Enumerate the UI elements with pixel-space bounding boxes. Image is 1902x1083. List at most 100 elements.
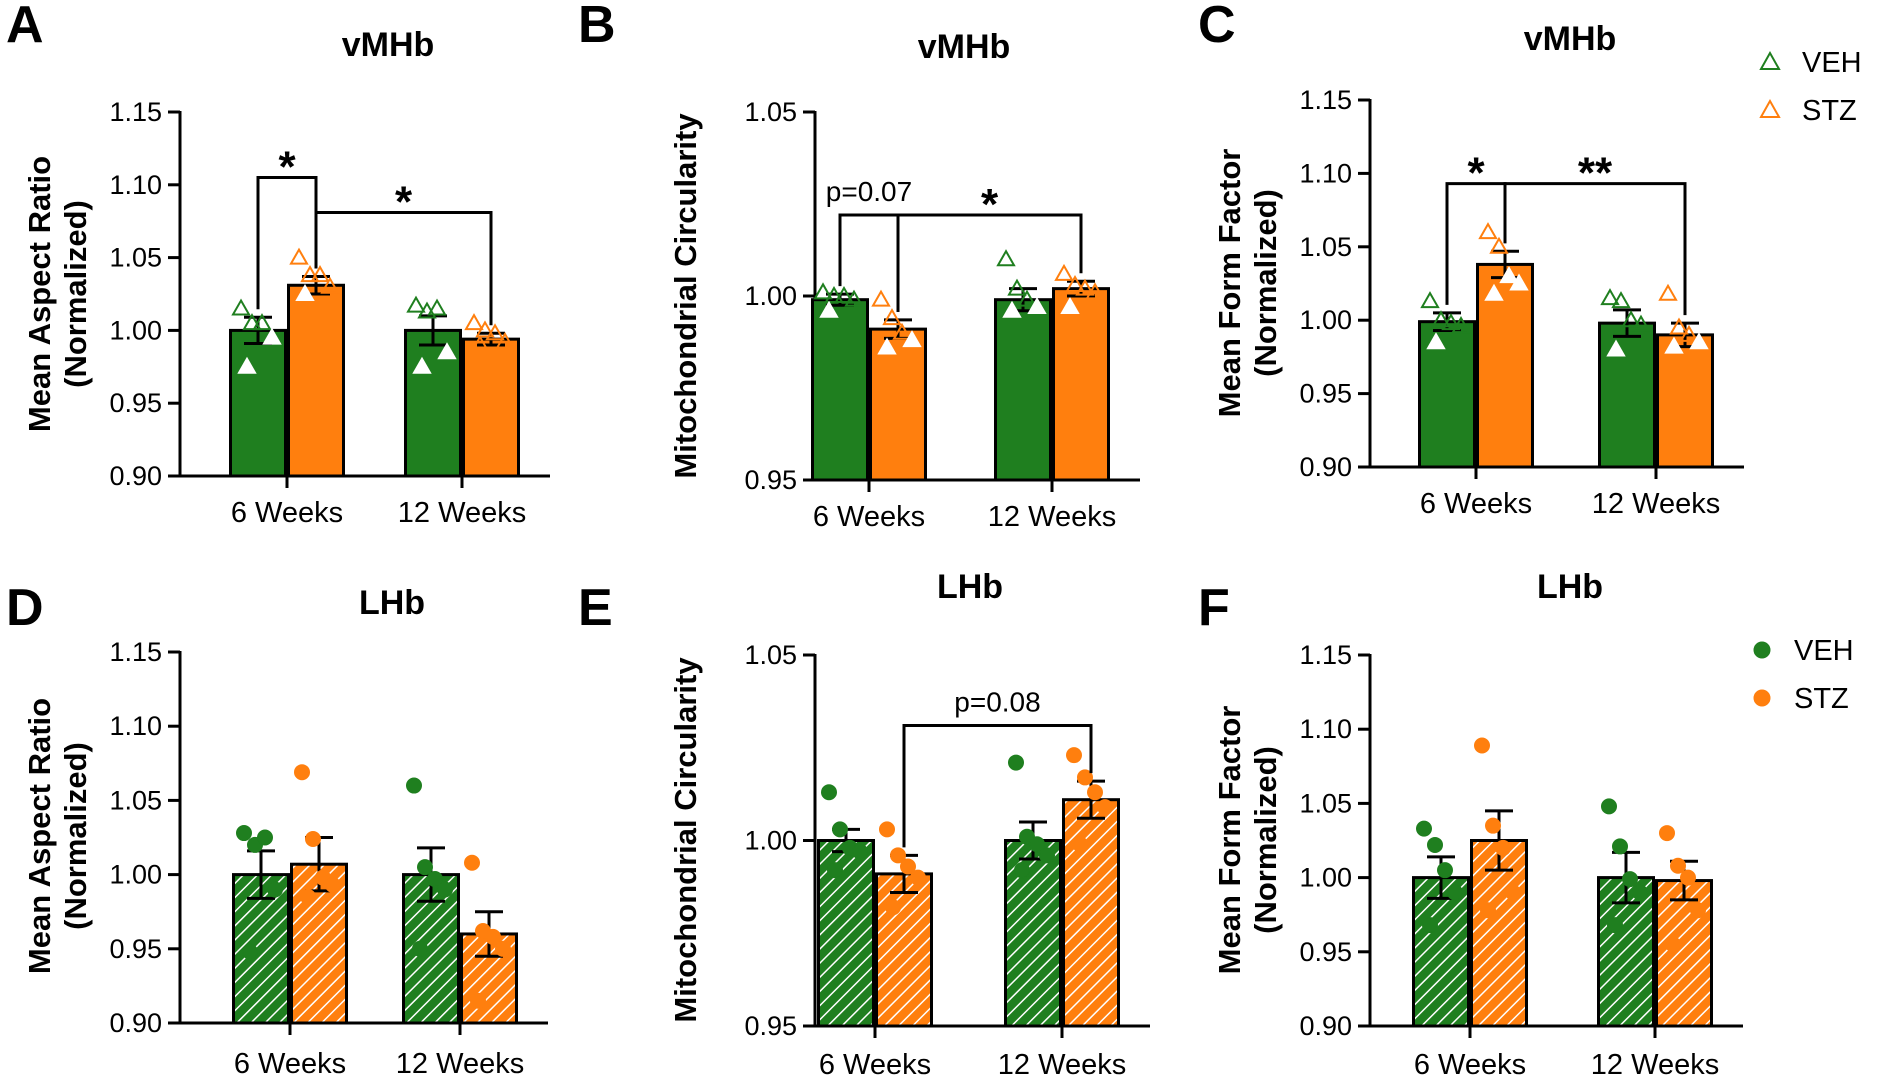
significance-star: * [1467,149,1485,198]
data-point-stz [1689,332,1709,350]
data-point-veh [1027,297,1047,315]
panel-letter: A [6,0,44,54]
data-point-veh [262,327,282,345]
data-point-stz [885,899,901,916]
data-point-stz [877,337,897,355]
significance-star: * [395,177,413,226]
data-point-stz [1679,324,1699,342]
panel-e: E LHb Mitochondrial Circularity 0.95 1.00 1.0… [578,568,1150,1081]
y-tick-label: 0.95 [109,388,162,418]
data-point-veh [437,342,457,360]
data-point-stz [1077,769,1093,786]
data-point-veh [819,300,839,318]
panel-title: LHb [937,568,1003,606]
data-point-stz [1669,317,1689,335]
data-point-veh [1002,300,1022,318]
data-point-stz [900,858,916,875]
x-category-label: 12 Weeks [988,501,1116,533]
bar-stz [1655,879,1713,1028]
data-point-veh [406,777,422,794]
y-tick-label: 0.95 [1299,379,1352,409]
legend-label: VEH [1802,47,1862,79]
data-point-stz [882,308,902,326]
panel-letter: D [6,579,44,637]
bar-stz [287,283,345,478]
data-point-stz [305,830,321,847]
data-point-veh [267,881,283,898]
data-point-veh [242,943,258,960]
data-point-stz [1509,273,1529,291]
data-point-veh [1611,291,1631,309]
data-point-stz [464,854,480,871]
data-point-stz [1659,825,1675,842]
data-point-veh [257,829,273,846]
y-tick-label: 1.00 [1299,863,1352,893]
bar-stz [462,337,520,478]
y-tick-label: 1.05 [1299,788,1352,818]
y-tick-label: 1.05 [109,243,162,273]
panel-f: F LHb Mean Form Factor(Normalized) 0.90 0.95… [1198,568,1743,1081]
data-point-veh [427,298,447,316]
y-tick-label: 1.10 [109,711,162,741]
legend-label: STZ [1802,95,1857,127]
bar-stz [875,872,933,1028]
data-point-veh [1017,289,1037,307]
significance-bracket [896,213,1083,312]
bar-stz [1656,333,1714,469]
data-point-stz [470,992,486,1009]
significance-star: ** [1578,149,1613,198]
data-point-veh [237,356,257,374]
data-point-veh [242,313,262,331]
panel-letter: E [578,579,613,637]
data-point-veh [437,881,453,898]
data-point-stz [1060,297,1080,315]
data-point-veh [813,282,833,300]
bar-stz [1470,839,1528,1028]
data-point-stz [485,928,501,945]
data-point-veh [1416,820,1432,837]
data-point-stz [879,821,895,838]
data-point-veh [1451,316,1471,334]
data-point-veh [1422,917,1438,934]
data-point-veh [1426,332,1446,350]
data-point-stz [475,320,495,338]
data-point-stz [1075,278,1095,296]
data-point-stz [1054,263,1074,281]
data-point-stz [485,323,505,341]
bar-stz [1062,798,1120,1028]
data-point-stz [902,330,922,348]
data-point-veh [1601,798,1617,815]
data-point-veh [1441,313,1461,331]
data-point-stz [1097,799,1113,816]
y-tick-label: 1.15 [109,637,162,667]
y-axis-label-line: (Normalized) [58,200,93,388]
data-point-stz [1505,884,1521,901]
y-axis-label: Mean Form Factor(Normalized) [1212,706,1283,975]
y-tick-label: 0.95 [1299,937,1352,967]
significance-bracket [902,723,1093,848]
legend: VEH STZ [1759,47,1862,127]
data-point-stz [464,313,484,331]
panel-d: D LHb Mean Aspect Ratio(Normalized) 0.90 0.9… [6,579,548,1080]
data-point-stz [1489,236,1509,254]
data-point-stz [1670,857,1686,874]
panel-letter: C [1198,0,1236,54]
data-point-stz [1066,747,1082,764]
data-point-veh [412,356,432,374]
panel-title: vMHb [1524,20,1617,58]
y-axis-label-line: Mean Form Factor [1212,706,1247,975]
data-point-stz [1485,817,1501,834]
data-point-veh [1600,288,1620,306]
data-point-stz [1664,336,1684,354]
y-axis-label: Mitochondrial Circularity [668,113,703,479]
y-tick-label: 0.90 [109,1008,162,1038]
y-axis-label-line: Mitochondrial Circularity [668,113,703,479]
data-point-veh [412,940,428,957]
y-tick-label: 1.00 [744,826,797,856]
y-tick-label: 1.00 [744,281,797,311]
data-point-stz [1495,839,1511,856]
data-point-veh [1039,847,1055,864]
